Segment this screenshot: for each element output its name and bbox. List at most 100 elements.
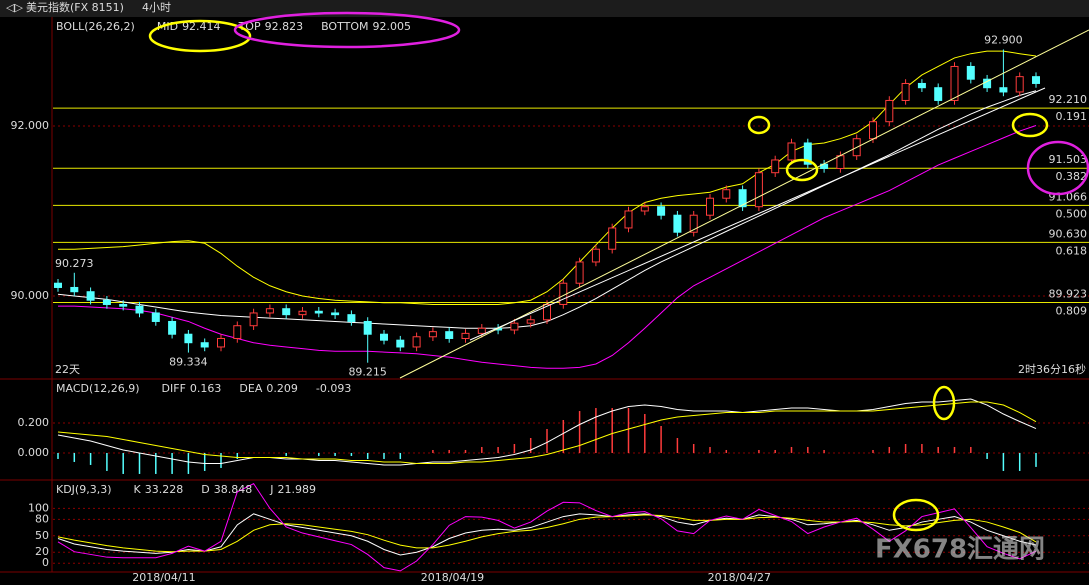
fib-price: 91.503 — [1049, 153, 1088, 166]
readout-value: 92.005 — [372, 20, 411, 33]
indicator-line — [57, 398, 1037, 466]
panel — [53, 398, 1089, 474]
nav-arrows[interactable]: ◁▷ — [6, 1, 23, 14]
trend-line — [469, 87, 1046, 341]
x-tick-label: 2018/04/19 — [421, 571, 484, 584]
readout-name: DIFF — [162, 382, 186, 395]
candle-body — [363, 320, 372, 335]
candle-body — [575, 261, 584, 284]
candle-body — [428, 331, 437, 338]
footer-right: 2时36分16秒 — [1018, 362, 1086, 376]
annotation-circles — [148, 11, 1089, 532]
candle-body — [591, 248, 600, 263]
period[interactable]: 4小时 — [142, 1, 171, 14]
fib-price: 90.630 — [1049, 227, 1088, 240]
candle-body — [754, 172, 763, 208]
candle-body — [738, 189, 747, 208]
candle-body — [917, 82, 926, 89]
readout-name: D — [201, 483, 209, 496]
candle-body — [722, 189, 731, 199]
symbol[interactable]: 美元指数(FX 8151) — [26, 0, 124, 14]
candle-body — [200, 342, 209, 348]
readout-value: 33.228 — [145, 483, 184, 496]
candle-body — [771, 159, 780, 174]
highlight — [1026, 140, 1089, 196]
highlight — [1011, 112, 1049, 138]
highlight — [747, 115, 771, 135]
readout-name: J — [269, 483, 273, 496]
candle-body — [135, 305, 144, 314]
y-tick-label: 92.000 — [11, 119, 50, 132]
readout-value: -0.093 — [316, 382, 351, 395]
fib-price: 92.210 — [1049, 93, 1088, 106]
candle-body — [249, 312, 258, 327]
candle-body — [412, 336, 421, 348]
candle-body — [966, 65, 975, 80]
candle-body — [869, 121, 877, 140]
candle-body — [543, 303, 551, 321]
candle-body — [217, 337, 225, 348]
candle-body — [70, 286, 79, 293]
readout-value: 0.163 — [190, 382, 222, 395]
y-tick-label: 50 — [35, 529, 49, 542]
candle-body — [151, 312, 160, 322]
candle-body — [265, 308, 274, 314]
candle-body — [624, 210, 633, 229]
candle-body — [510, 322, 519, 331]
candle-body — [119, 303, 128, 307]
x-tick-label: 2018/04/27 — [708, 571, 771, 584]
candle-body — [461, 332, 470, 339]
candle-body — [999, 87, 1008, 93]
candle-body — [787, 142, 796, 161]
indicator-name: BOLL(26,26,2) — [56, 20, 135, 33]
candle-body — [331, 312, 340, 316]
y-tick-label: 90.000 — [11, 289, 50, 302]
candle-body — [477, 327, 486, 334]
candle-body — [803, 142, 812, 165]
candle-body — [396, 339, 405, 348]
candle-body — [86, 291, 95, 301]
x-tick-label: 2018/04/11 — [132, 571, 195, 584]
toolbar — [0, 0, 1089, 17]
candle-body — [950, 65, 959, 101]
y-tick-label: 20 — [35, 545, 49, 558]
panel — [53, 482, 1089, 572]
candle-body — [640, 206, 649, 212]
candle-body — [380, 333, 388, 341]
extreme-label: 89.334 — [169, 356, 208, 369]
indicator-name: MACD(12,26,9) — [56, 382, 140, 395]
watermark: FX678汇通网 — [875, 535, 1045, 565]
candle-body — [184, 333, 193, 344]
y-tick-label: 0 — [42, 556, 49, 569]
fib-ratio: 0.809 — [1056, 305, 1088, 318]
candle-body — [885, 99, 894, 123]
candle-body — [526, 319, 535, 324]
indicator-line — [57, 513, 1037, 556]
fib-ratio: 0.500 — [1056, 207, 1088, 220]
y-tick-label: 0.200 — [18, 416, 50, 429]
candle-body — [347, 314, 356, 322]
extreme-label: 92.900 — [984, 33, 1023, 46]
readout-value: 0.209 — [266, 382, 298, 395]
highlight — [892, 498, 940, 532]
footer-left: 22天 — [55, 363, 80, 376]
candle-body — [706, 197, 714, 216]
candle-body — [445, 331, 454, 339]
candle-body — [233, 325, 242, 339]
readout-value: 38.848 — [214, 483, 253, 496]
fib-ratio: 0.382 — [1056, 170, 1088, 183]
candle-body — [298, 310, 307, 316]
candle-body — [168, 320, 177, 335]
candle-body — [102, 299, 111, 305]
candle-body — [901, 82, 910, 101]
y-tick-label: 80 — [35, 512, 49, 525]
indicator-line — [57, 482, 1037, 572]
highlight — [932, 385, 956, 421]
indicator-line — [57, 514, 1037, 553]
fib-price: 89.923 — [1049, 288, 1088, 301]
highlight — [785, 158, 819, 182]
candle-body — [836, 155, 845, 169]
readout-value: 92.414 — [182, 20, 221, 33]
